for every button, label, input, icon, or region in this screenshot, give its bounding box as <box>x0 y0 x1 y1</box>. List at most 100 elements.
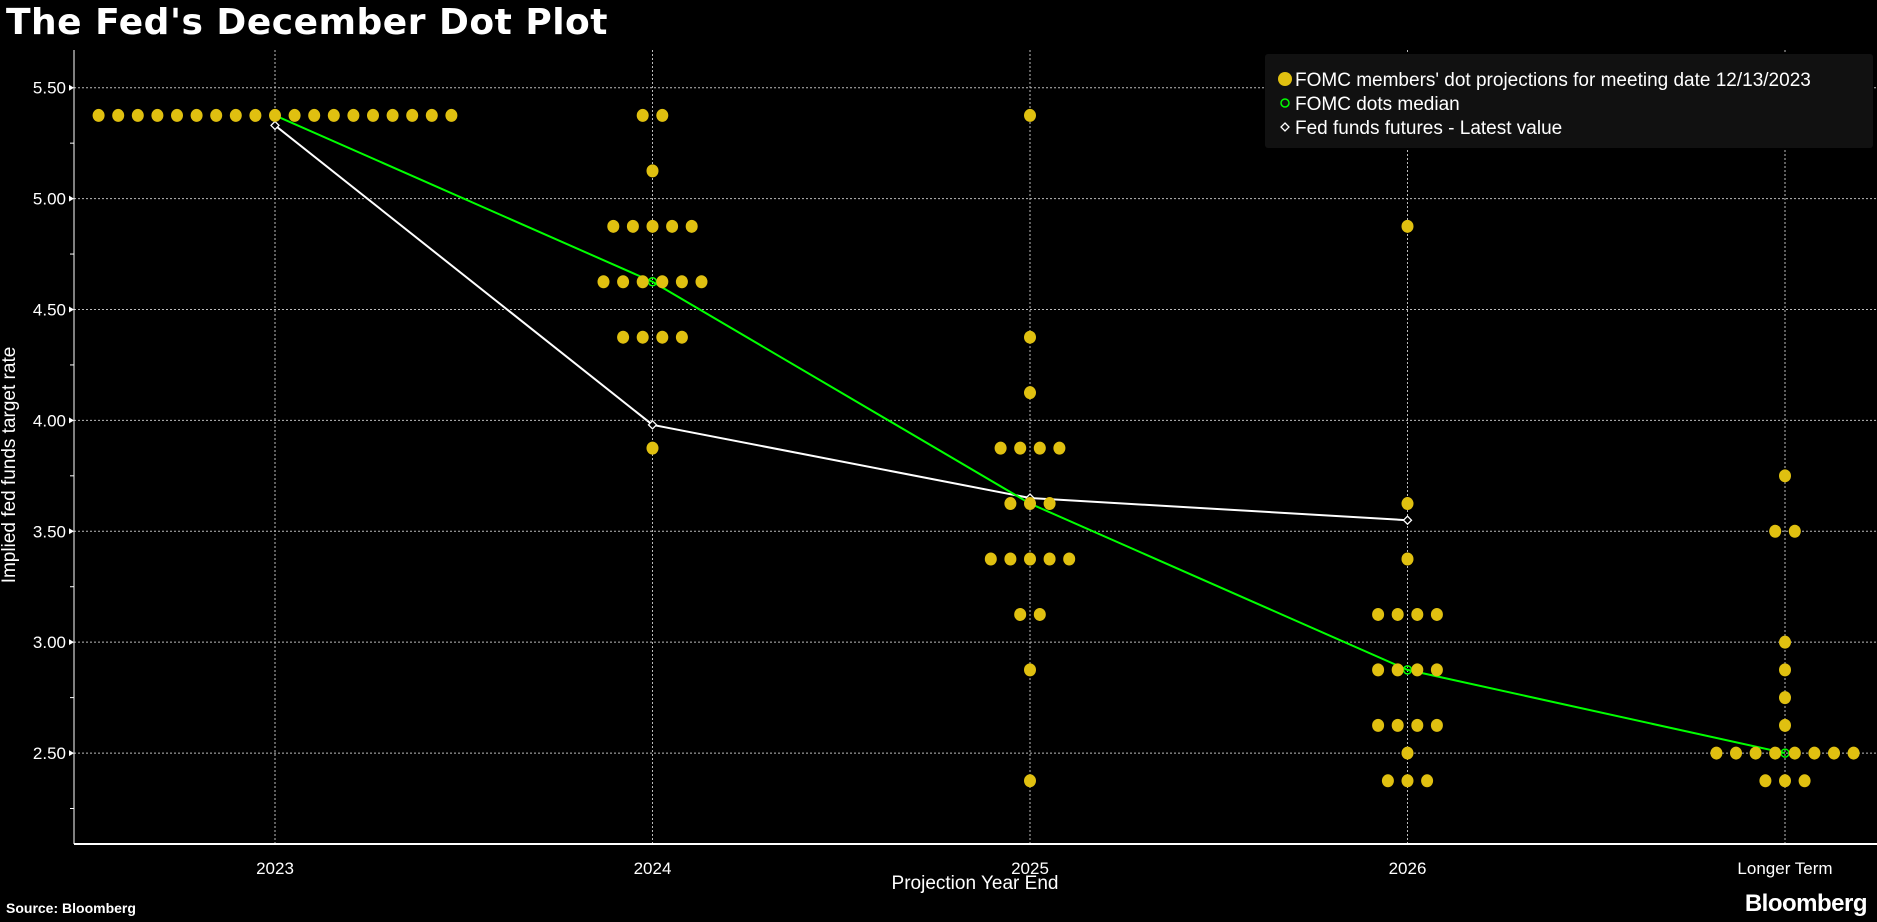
fomc-dot <box>347 108 360 122</box>
fomc-dot <box>1053 441 1066 455</box>
fomc-dot <box>1391 663 1404 677</box>
fomc-dot <box>1847 746 1860 760</box>
fomc-dot <box>308 108 321 122</box>
fomc-dot <box>249 108 262 122</box>
dot-marks <box>92 108 1860 788</box>
fomc-dot <box>1043 552 1056 566</box>
fomc-dot <box>1024 497 1036 511</box>
legend-median: FOMC dots median <box>1295 94 1460 115</box>
fomc-dot <box>984 552 997 566</box>
fomc-dot <box>675 330 688 344</box>
fomc-dot <box>1024 774 1036 788</box>
fomc-dot <box>1769 524 1782 538</box>
futures-point <box>270 120 280 131</box>
fomc-dot <box>1372 607 1385 621</box>
x-tick-label: 2025 <box>1011 859 1049 878</box>
axes: 2.50 3.00 3.50 4.00 4.50 5.00 5.50 2023 2024 2025… <box>33 50 1877 878</box>
y-tick-mark <box>69 750 74 757</box>
fomc-dot <box>626 219 639 233</box>
fomc-dot <box>1411 607 1424 621</box>
fomc-dot <box>1401 219 1414 233</box>
fomc-dot <box>1759 774 1772 788</box>
x-tick-label: Longer Term <box>1737 859 1832 878</box>
fomc-dot <box>1788 746 1801 760</box>
legend-dots: FOMC members' dot projections for meetin… <box>1295 70 1811 91</box>
fomc-dot <box>1401 774 1414 788</box>
fomc-dot <box>367 108 379 122</box>
fomc-dot <box>636 275 649 289</box>
fomc-dot <box>1779 663 1791 677</box>
legend: FOMC members' dot projections for meetin… <box>1265 54 1873 148</box>
futures-line <box>274 124 1408 522</box>
fomc-dot <box>1004 497 1017 511</box>
fomc-dot <box>1421 774 1434 788</box>
fomc-dot <box>269 108 281 122</box>
legend-dot-icon <box>1278 72 1292 86</box>
fomc-dot <box>131 108 144 122</box>
fomc-dot <box>656 275 669 289</box>
fomc-dot <box>1391 718 1404 732</box>
fomc-dot <box>666 219 679 233</box>
fomc-dot <box>1828 746 1840 760</box>
fomc-dot <box>1430 663 1443 677</box>
legend-box <box>1265 54 1873 148</box>
fomc-dot <box>425 108 438 122</box>
fomc-dot <box>646 441 659 455</box>
source-note: Source: Bloomberg <box>6 900 136 916</box>
fomc-dot <box>1779 774 1791 788</box>
x-tick-label: 2026 <box>1389 859 1427 878</box>
fomc-dot <box>994 441 1007 455</box>
fomc-dot <box>1769 746 1782 760</box>
fomc-dot <box>617 330 630 344</box>
y-tick-label: 2.50 <box>33 744 66 763</box>
fomc-dot <box>656 108 669 122</box>
fomc-dot <box>1808 746 1821 760</box>
fomc-dot <box>210 108 223 122</box>
y-tick-mark <box>69 84 74 91</box>
fomc-dot <box>646 164 659 178</box>
legend-futures-icon <box>1280 122 1290 132</box>
fomc-dot <box>1372 718 1385 732</box>
fomc-dot <box>386 108 399 122</box>
fomc-dot <box>1024 663 1036 677</box>
fomc-dot <box>597 275 610 289</box>
fomc-dot <box>1024 386 1036 400</box>
fomc-dot <box>1401 746 1414 760</box>
fomc-dot <box>1014 607 1027 621</box>
fomc-dot <box>1004 552 1017 566</box>
fomc-dot <box>1411 718 1424 732</box>
y-tick-label: 3.00 <box>33 633 66 652</box>
fomc-dot <box>1024 108 1036 122</box>
fomc-dot <box>1043 497 1056 511</box>
fomc-dot <box>1779 635 1791 649</box>
fomc-dot <box>171 108 183 122</box>
fomc-dot <box>1779 718 1791 732</box>
fomc-dot <box>1779 691 1791 705</box>
futures-point <box>647 419 658 430</box>
fomc-dot <box>1749 746 1762 760</box>
x-tick-label: 2023 <box>256 859 294 878</box>
fomc-dot <box>636 108 649 122</box>
legend-futures: Fed funds futures - Latest value <box>1295 118 1562 139</box>
fomc-dot <box>617 275 630 289</box>
fomc-dot <box>92 108 105 122</box>
y-tick-mark <box>69 417 74 424</box>
fomc-dot <box>1401 552 1414 566</box>
fomc-dot <box>1024 552 1036 566</box>
fomc-dot <box>445 108 458 122</box>
fomc-dot <box>646 219 659 233</box>
bloomberg-logo: Bloomberg <box>1744 890 1868 917</box>
fomc-dot <box>1779 469 1791 483</box>
fomc-dot <box>1372 663 1385 677</box>
fomc-dot <box>1430 718 1443 732</box>
fomc-dot <box>1430 607 1443 621</box>
chart-title: The Fed's December Dot Plot <box>6 2 608 43</box>
fomc-dot <box>151 108 164 122</box>
fomc-dot <box>1033 607 1046 621</box>
x-tick-label: 2024 <box>634 859 672 878</box>
fomc-dot <box>1401 497 1414 511</box>
y-tick-label: 4.50 <box>33 300 66 319</box>
fomc-dot <box>695 275 708 289</box>
y-tick-mark <box>69 195 74 202</box>
